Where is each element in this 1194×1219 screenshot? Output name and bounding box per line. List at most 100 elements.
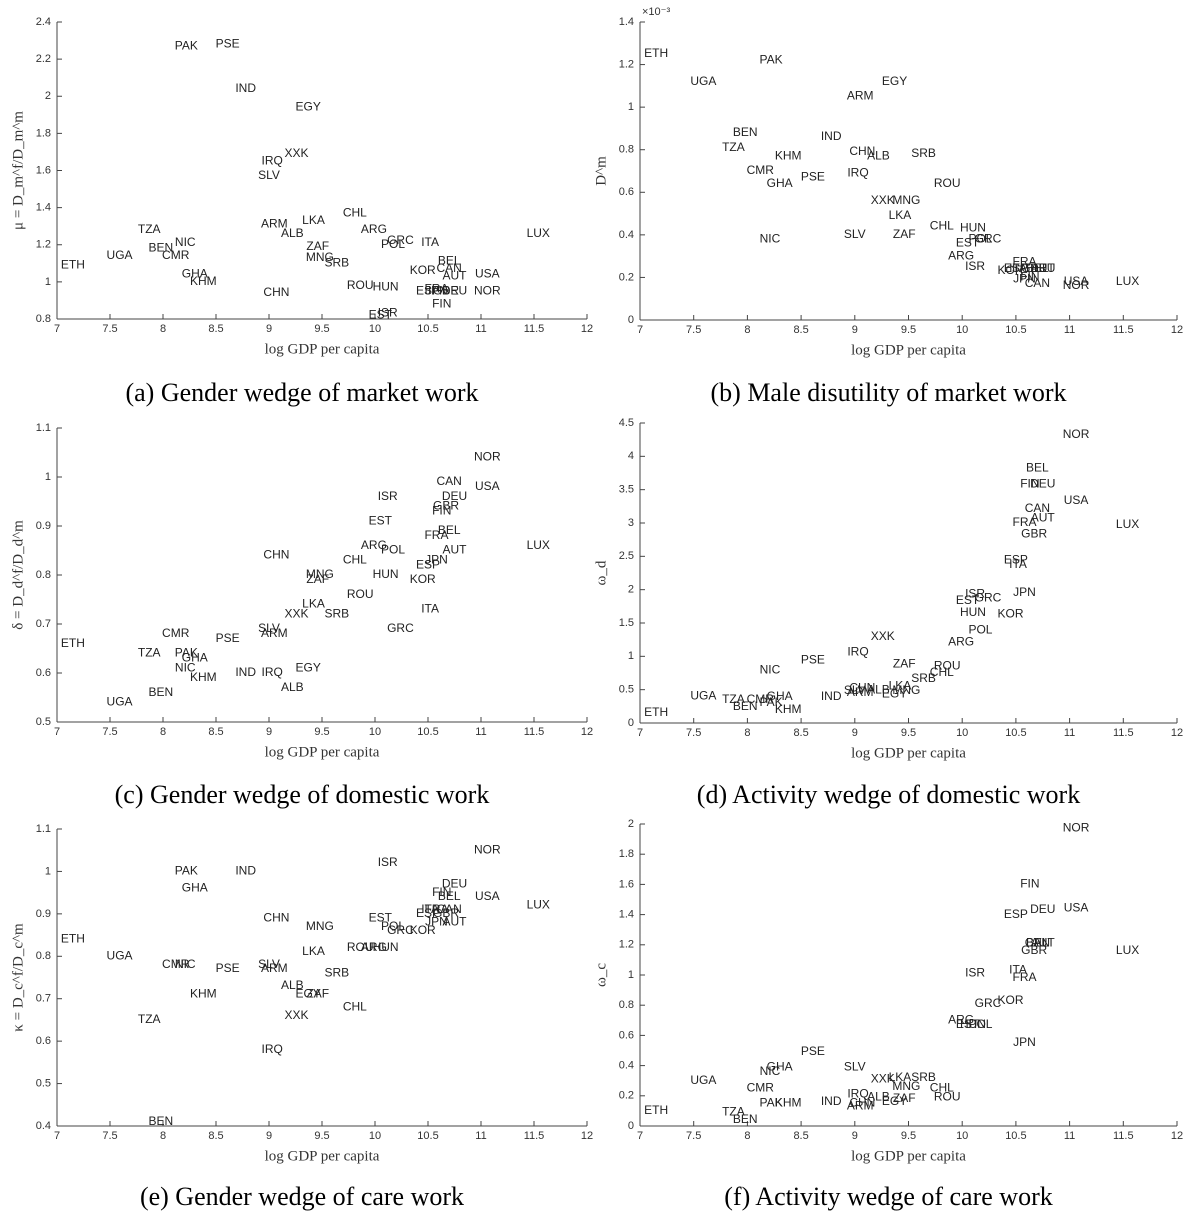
y-axis-label: δ = D_d^f/D_d^m bbox=[10, 520, 26, 630]
country-point: ZAF bbox=[306, 987, 329, 1001]
country-point: DEU bbox=[442, 283, 467, 297]
country-point: TZA bbox=[138, 222, 161, 236]
country-point: JPN bbox=[425, 552, 448, 566]
country-point: ARG bbox=[948, 248, 974, 262]
x-tick-label: 7 bbox=[637, 324, 643, 336]
y-tick-label: 1.6 bbox=[619, 878, 634, 890]
country-point: ALB bbox=[867, 683, 890, 697]
country-point: ARG bbox=[361, 940, 387, 954]
x-tick-label: 7.5 bbox=[686, 324, 701, 336]
y-tick-label: 0.6 bbox=[619, 1029, 634, 1041]
country-point: NOR bbox=[474, 842, 501, 856]
country-point: NIC bbox=[760, 1064, 781, 1078]
x-tick-label: 10 bbox=[369, 726, 381, 738]
country-point: CHL bbox=[930, 665, 954, 679]
country-point: BEN bbox=[733, 1112, 758, 1126]
country-point: FRA bbox=[1012, 515, 1036, 529]
x-tick-label: 10 bbox=[369, 1130, 381, 1142]
country-point: PSE bbox=[216, 36, 240, 50]
country-point: CHN bbox=[849, 144, 875, 158]
country-point: UGA bbox=[690, 1073, 716, 1087]
country-point: CHL bbox=[930, 1080, 954, 1094]
country-point: SLV bbox=[258, 957, 280, 971]
country-point: ARG bbox=[361, 538, 387, 552]
country-point: MNG bbox=[892, 193, 920, 207]
country-point: ESP bbox=[416, 906, 440, 920]
y-exponent: ×10⁻³ bbox=[642, 6, 670, 18]
country-point: CMR bbox=[747, 692, 775, 706]
country-point: BEL bbox=[438, 523, 461, 537]
country-point: EST bbox=[956, 593, 980, 607]
country-point: HUN bbox=[373, 280, 399, 294]
country-point: EST bbox=[369, 513, 393, 527]
y-tick-label: 4 bbox=[628, 450, 634, 462]
country-point: DEU bbox=[1030, 261, 1055, 275]
country-point: GHA bbox=[182, 881, 208, 895]
country-point: ZAF bbox=[893, 657, 916, 671]
x-tick-label: 7 bbox=[637, 1130, 643, 1142]
x-tick-label: 8 bbox=[160, 726, 166, 738]
country-point: GRC bbox=[975, 996, 1002, 1010]
country-point: LUX bbox=[527, 898, 550, 912]
country-point: ITA bbox=[421, 601, 439, 615]
country-point: XXK bbox=[871, 1071, 895, 1085]
y-tick-label: 1 bbox=[628, 650, 634, 662]
x-tick-label: 9 bbox=[266, 323, 272, 335]
country-point: NOR bbox=[474, 450, 501, 464]
country-point: ROU bbox=[934, 659, 961, 673]
country-point: PSE bbox=[801, 170, 825, 184]
y-tick-label: 0.8 bbox=[619, 144, 634, 156]
country-point: AUT bbox=[443, 543, 468, 557]
country-point: SLV bbox=[258, 168, 280, 182]
y-tick-label: 1 bbox=[628, 969, 634, 981]
country-point: KHM bbox=[190, 274, 217, 288]
y-tick-label: 2 bbox=[45, 90, 51, 102]
country-point: UGA bbox=[690, 74, 716, 88]
country-point: XXK bbox=[871, 629, 895, 643]
country-point: ESP bbox=[1004, 907, 1028, 921]
country-point: LUX bbox=[1116, 943, 1139, 957]
country-point: GBR bbox=[433, 906, 459, 920]
country-point: ISR bbox=[965, 587, 985, 601]
x-tick-label: 8.5 bbox=[208, 726, 223, 738]
country-point: GRC bbox=[975, 231, 1002, 245]
y-tick-label: 0.6 bbox=[36, 1035, 51, 1047]
x-tick-label: 9.5 bbox=[314, 323, 329, 335]
country-point: ROU bbox=[934, 176, 961, 190]
x-axis-label: log GDP per capita bbox=[851, 745, 966, 761]
country-point: ESP bbox=[416, 557, 440, 571]
country-point: GBR bbox=[433, 283, 459, 297]
country-point: ROU bbox=[347, 940, 374, 954]
x-tick-label: 10.5 bbox=[417, 323, 438, 335]
x-tick-label: 10.5 bbox=[1005, 1130, 1026, 1142]
country-point: ZAF bbox=[893, 1091, 916, 1105]
country-point: CHL bbox=[930, 219, 954, 233]
y-tick-label: 1.8 bbox=[619, 848, 634, 860]
country-point: KHM bbox=[775, 702, 802, 716]
y-tick-label: 0.2 bbox=[619, 271, 634, 283]
country-point: ALB bbox=[281, 978, 304, 992]
x-tick-label: 7.5 bbox=[102, 323, 117, 335]
country-point: CHN bbox=[263, 548, 289, 562]
country-point: NIC bbox=[175, 235, 196, 249]
country-point: SRB bbox=[324, 965, 349, 979]
country-point: MNG bbox=[892, 683, 920, 697]
country-point: NIC bbox=[760, 231, 781, 245]
country-point: ITA bbox=[421, 902, 439, 916]
country-point: JPN bbox=[1013, 585, 1036, 599]
y-tick-label: 2 bbox=[628, 584, 634, 596]
country-point: SRB bbox=[911, 146, 936, 160]
country-point: DEU bbox=[1030, 477, 1055, 491]
x-tick-label: 7 bbox=[54, 323, 60, 335]
x-tick-label: 11.5 bbox=[1113, 727, 1134, 739]
country-point: USA bbox=[475, 889, 500, 903]
country-point: MNG bbox=[306, 250, 334, 264]
country-point: SRB bbox=[911, 1070, 936, 1084]
country-point: FRA bbox=[1012, 970, 1036, 984]
country-point: TZA bbox=[722, 140, 745, 154]
country-point: CMR bbox=[747, 163, 775, 177]
country-point: NOR bbox=[1063, 278, 1090, 292]
y-tick-label: 0 bbox=[628, 314, 634, 326]
country-point: BEL bbox=[1026, 935, 1049, 949]
x-axis-label: log GDP per capita bbox=[265, 744, 380, 760]
